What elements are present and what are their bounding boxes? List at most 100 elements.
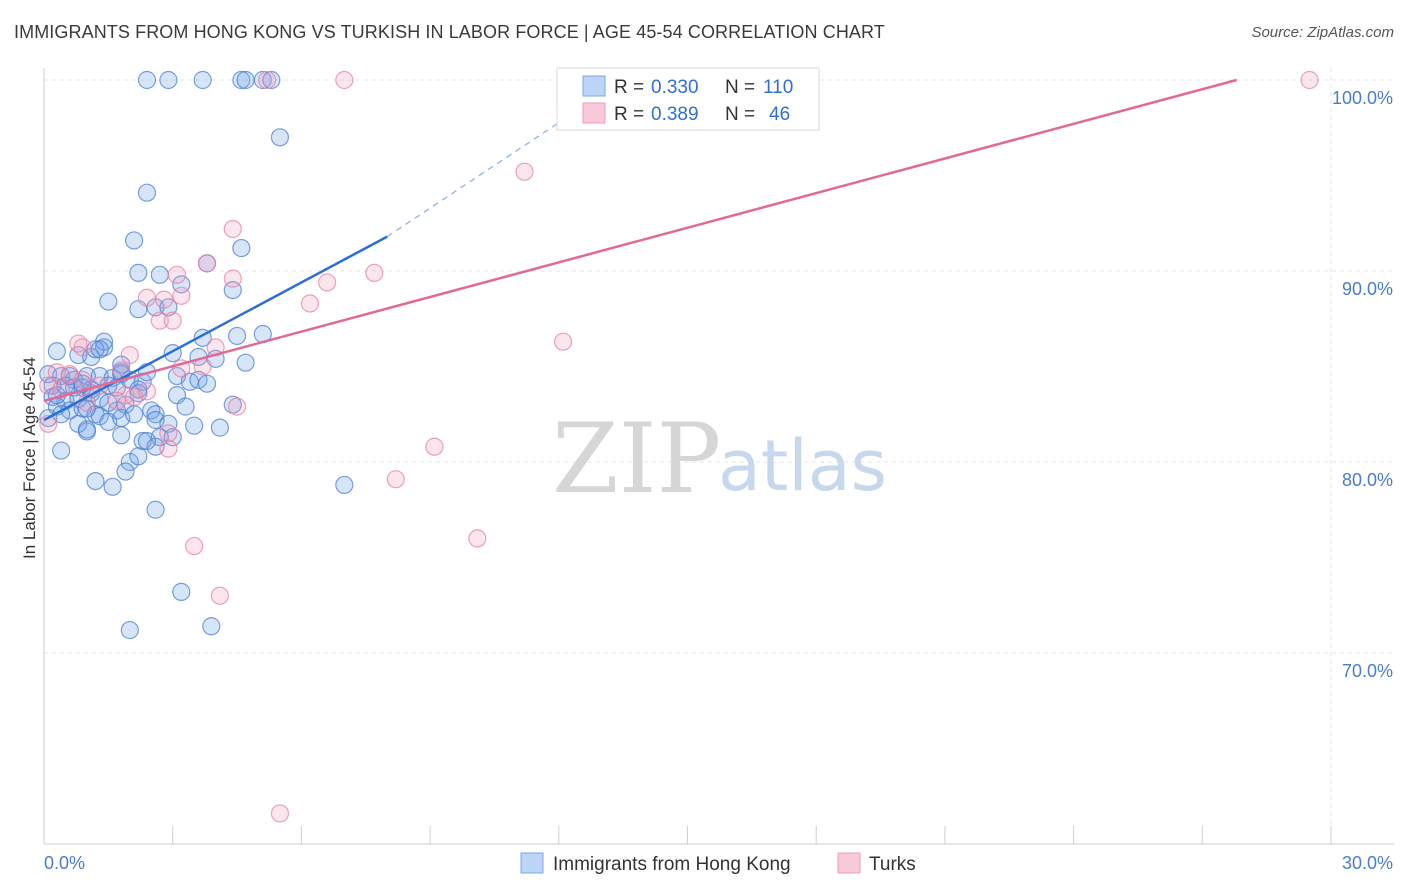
source-label: Source: ZipAtlas.com [1251,24,1394,41]
point-turks [365,263,384,283]
point-hong-kong [47,342,66,361]
point-hong-kong [146,500,165,519]
point-hong-kong [236,70,255,90]
legend-r-value-1: 0.330 [651,77,699,98]
point-turks [227,397,247,416]
point-turks [553,332,573,351]
point-turks [223,269,242,288]
legend-r-label-1: R = [614,77,644,98]
point-turks [515,162,534,181]
point-hong-kong [99,292,118,311]
legend-r-label-2: R = [614,104,644,125]
point-turks [1300,70,1319,90]
point-hong-kong [124,231,144,250]
legend-n-label-2: N = [725,104,755,125]
watermark-zip: ZIP [552,403,721,515]
point-hong-kong [150,265,169,284]
chart-title: IMMIGRANTS FROM HONG KONG VS TURKISH IN … [14,22,885,42]
trendline-turks [43,78,1237,403]
x-ticks [43,826,1332,844]
point-hong-kong [77,420,97,439]
point-hong-kong [124,405,144,424]
point-hong-kong [270,128,290,147]
point-hong-kong [129,447,148,466]
point-hong-kong [193,70,212,90]
point-hong-kong [159,70,178,90]
point-hong-kong [202,617,221,636]
bottom-legend-label-hong-kong: Immigrants from Hong Kong [553,854,791,875]
point-hong-kong [185,416,204,435]
point-hong-kong [335,475,354,495]
point-hong-kong [232,238,251,258]
y-tick-label: 90.0% [1342,279,1393,299]
point-hong-kong [197,374,217,393]
series-turks-points [39,70,1319,823]
point-turks [159,439,178,458]
legend-n-value-2: 46 [769,104,790,125]
point-turks [185,536,204,556]
trend-lines [43,78,1237,422]
point-hong-kong [90,340,109,359]
point-turks [150,311,169,330]
point-turks [318,273,337,292]
point-turks [73,370,92,389]
watermark-atlas: atlas [718,425,887,507]
bottom-legend: Immigrants from Hong Kong Turks [520,852,916,875]
point-hong-kong [176,397,195,416]
point-turks [73,338,92,357]
point-hong-kong [129,263,148,283]
y-tick-labels: 70.0% 80.0% 90.0% 100.0% [1332,88,1393,681]
legend-n-label-1: N = [725,77,755,98]
point-turks [270,804,290,823]
point-hong-kong [116,462,135,481]
point-hong-kong [103,477,122,496]
point-turks [137,288,157,307]
point-turks [163,311,182,330]
bottom-legend-swatch-hong-kong [520,852,544,874]
point-hong-kong [137,431,157,451]
legend-n-value-1: 110 [763,77,793,98]
y-tick-label: 70.0% [1342,661,1393,681]
point-hong-kong [189,370,208,389]
point-hong-kong [146,405,165,424]
y-tick-label: 80.0% [1342,470,1393,490]
point-hong-kong [86,472,105,491]
point-turks [468,529,487,548]
point-hong-kong [120,620,139,640]
point-turks [167,265,187,284]
point-hong-kong [52,441,71,460]
point-turks [155,290,174,309]
x-tick-label-min: 0.0% [44,853,85,873]
legend-swatch-turks [582,102,606,124]
point-turks [107,391,127,410]
point-hong-kong [112,426,131,445]
point-hong-kong [137,70,157,90]
point-turks [257,70,277,90]
point-hong-kong [236,353,255,372]
point-turks [52,380,71,399]
point-turks [159,424,178,443]
point-hong-kong [262,70,281,90]
point-turks [197,254,217,273]
point-hong-kong [77,399,97,418]
point-turks [172,286,191,305]
point-turks [335,70,354,90]
point-hong-kong [159,414,178,433]
bottom-legend-swatch-turks [837,852,861,874]
point-turks [300,294,320,313]
point-hong-kong [210,418,229,437]
point-turks [137,382,157,401]
trendline-hong-kong [43,235,388,422]
point-hong-kong [227,326,247,346]
x-tick-label-max: 30.0% [1342,853,1393,873]
point-turks [120,345,139,365]
point-turks [425,437,444,456]
axes [43,68,1394,845]
point-hong-kong [172,582,191,601]
y-tick-label: 100.0% [1332,88,1393,108]
point-turks [223,219,242,239]
y-axis-label: In Labor Force | Age 45-54 [20,357,39,559]
bottom-legend-label-turks: Turks [869,854,916,875]
legend-r-value-2: 0.389 [651,104,699,125]
